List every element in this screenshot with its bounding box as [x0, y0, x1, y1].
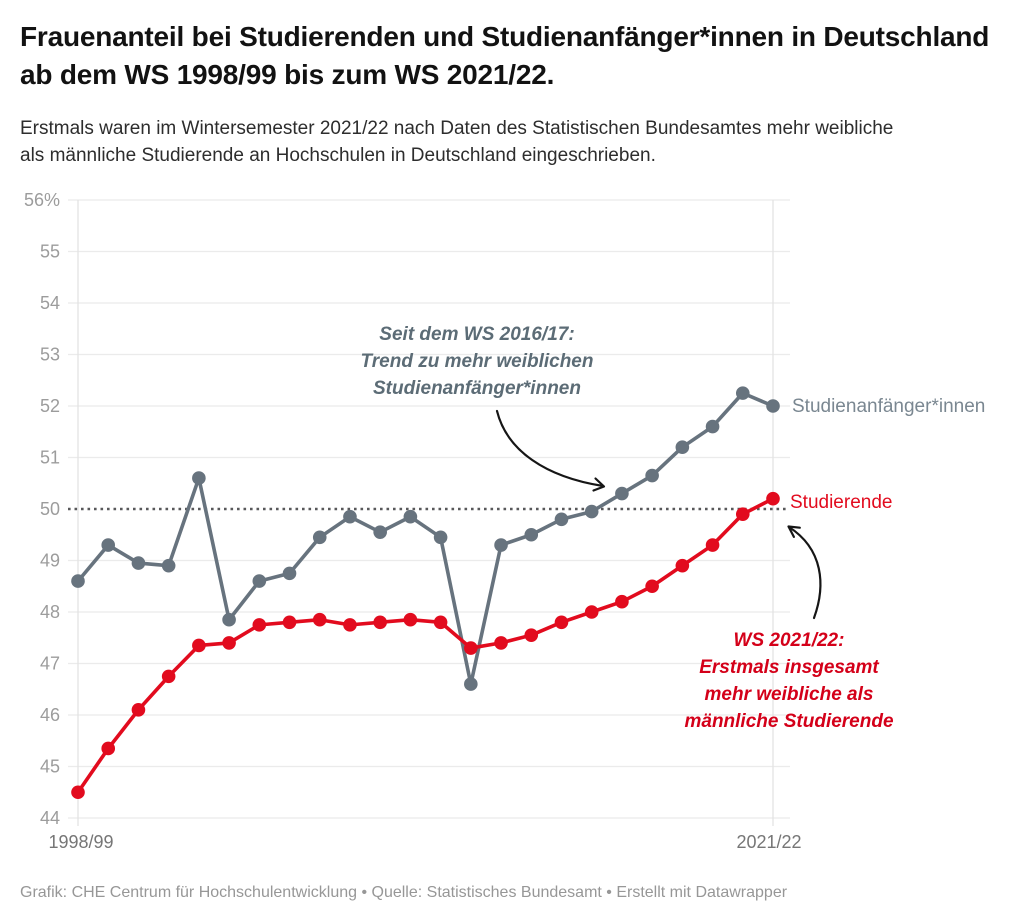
data-point-studierende-2019/20 — [705, 538, 720, 552]
series-label-studierende: Studierende — [790, 492, 893, 513]
data-point-studienanfaengerinnen-2002/03 — [192, 471, 206, 485]
data-point-studienanfaengerinnen-2013/14 — [524, 527, 539, 542]
x-axis-label-2021-22: 2021/22 — [736, 832, 802, 852]
y-axis-tick-label-49: 49 — [40, 551, 60, 571]
arrow-to-studierende-point — [787, 525, 822, 620]
data-point-studierende-2001/02 — [161, 669, 176, 684]
annotation-line: Trend zu mehr weiblichen — [360, 351, 594, 372]
data-point-studierende-2011/12 — [464, 641, 478, 655]
x-axis-label-1998-99: 1998/99 — [48, 832, 114, 852]
data-point-studierende-2006/07 — [312, 612, 327, 627]
series-line-studienanfaengerinnen — [76, 391, 775, 686]
data-point-studierende-1999/2000 — [101, 741, 116, 756]
chart-subtitle: Erstmals waren im Wintersemester 2021/22… — [20, 118, 894, 166]
data-point-studierende-2000/01 — [131, 703, 146, 717]
data-point-studienanfaengerinnen-2017/18 — [645, 468, 659, 483]
data-point-studierende-2009/10 — [403, 612, 418, 627]
series-line-studierende — [76, 496, 775, 795]
y-axis-tick-label-54: 54 — [40, 293, 60, 313]
annotation-line: mehr weibliche als — [704, 684, 874, 705]
annotation-studierende-ws2021: WS 2021/22: Erstmals insgesamt mehr weibli… — [684, 627, 893, 735]
data-point-studierende-2002/03 — [192, 638, 206, 653]
data-point-studienanfaengerinnen-2012/13 — [494, 538, 508, 552]
data-point-studienanfaengerinnen-2000/01 — [131, 556, 146, 570]
data-point-studierende-2005/06 — [282, 615, 297, 630]
data-point-studienanfaengerinnen-1998/99 — [71, 574, 85, 588]
y-axis-tick-label-44: 44 — [40, 808, 60, 828]
data-point-studierende-2021/22 — [766, 491, 780, 506]
series-label-studienanfaengerinnen: Studienanfänger*innen — [792, 396, 986, 417]
data-point-studienanfaengerinnen-1999/2000 — [101, 538, 116, 552]
y-axis-tick-label-47: 47 — [40, 654, 60, 674]
annotation-line: WS 2021/22: — [733, 630, 845, 651]
data-point-studienanfaengerinnen-2010/11 — [433, 530, 448, 545]
y-axis-tick-label-48: 48 — [40, 602, 60, 622]
data-point-studienanfaengerinnen-2004/05 — [252, 574, 267, 588]
data-point-studierende-2008/09 — [373, 615, 387, 630]
data-point-studienanfaengerinnen-2001/02 — [161, 558, 176, 573]
data-point-studierende-2003/04 — [222, 636, 236, 650]
data-point-studierende-2004/05 — [252, 618, 267, 632]
y-axis-tick-label-45: 45 — [40, 757, 60, 777]
data-point-studierende-2013/14 — [524, 628, 539, 642]
data-point-studienanfaengerinnen-2005/06 — [282, 566, 297, 581]
data-point-studienanfaengerinnen-2003/04 — [222, 612, 236, 627]
y-axis-tick-label-52: 52 — [40, 396, 60, 416]
chart-title: Frauenanteil bei Studierenden und Studie… — [20, 21, 990, 90]
arrow-to-studienanfaenger-line — [495, 409, 605, 488]
data-point-studierende-2017/18 — [645, 579, 659, 594]
data-point-studienanfaengerinnen-2018/19 — [675, 440, 690, 455]
data-point-studierende-2010/11 — [433, 615, 448, 630]
y-axis-tick-label-46: 46 — [40, 705, 60, 725]
data-point-studienanfaengerinnen-2019/20 — [705, 419, 720, 434]
annotation-line: Seit dem WS 2016/17: — [379, 324, 575, 345]
y-axis-tick-label-56: 56% — [24, 190, 60, 210]
data-point-studierende-1998/99 — [71, 785, 85, 800]
arrowhead-studienanfaenger — [592, 477, 606, 492]
data-point-studierende-2007/08 — [343, 618, 357, 632]
y-axis-tick-label-50: 50 — [40, 499, 60, 519]
y-axis-tick-label-53: 53 — [40, 345, 60, 365]
annotation-studienanfaenger-trend: Seit dem WS 2016/17: Trend zu mehr weibli… — [361, 321, 594, 402]
data-point-studienanfaengerinnen-2021/22 — [766, 399, 780, 413]
data-point-studienanfaengerinnen-2009/10 — [403, 509, 418, 524]
annotation-line: Erstmals insgesamt — [699, 657, 879, 678]
data-point-studierende-2012/13 — [494, 636, 508, 650]
data-point-studierende-2018/19 — [675, 558, 690, 573]
data-point-studienanfaengerinnen-2006/07 — [312, 530, 327, 545]
data-point-studienanfaengerinnen-2008/09 — [373, 525, 387, 539]
data-point-studienanfaengerinnen-2011/12 — [464, 677, 478, 691]
data-point-studienanfaengerinnen-2016/17 — [615, 486, 629, 501]
data-point-studienanfaengerinnen-2020/21 — [735, 386, 750, 400]
annotation-line: männliche Studierende — [684, 711, 894, 732]
data-point-studierende-2015/16 — [584, 605, 599, 619]
attribution-line: Grafik: CHE Centrum für Hochschulentwick… — [20, 884, 788, 901]
data-point-studierende-2016/17 — [615, 594, 629, 609]
y-axis-tick-label-55: 55 — [40, 242, 60, 262]
data-point-studierende-2020/21 — [735, 507, 750, 521]
y-axis-tick-label-51: 51 — [40, 448, 60, 468]
data-point-studierende-2014/15 — [554, 615, 569, 630]
data-point-studienanfaengerinnen-2014/15 — [554, 512, 569, 527]
data-point-studienanfaengerinnen-2007/08 — [343, 509, 357, 524]
arrowhead-studierende — [787, 525, 801, 538]
data-point-studienanfaengerinnen-2015/16 — [584, 504, 599, 519]
annotation-line: Studienanfänger*innen — [373, 378, 581, 399]
